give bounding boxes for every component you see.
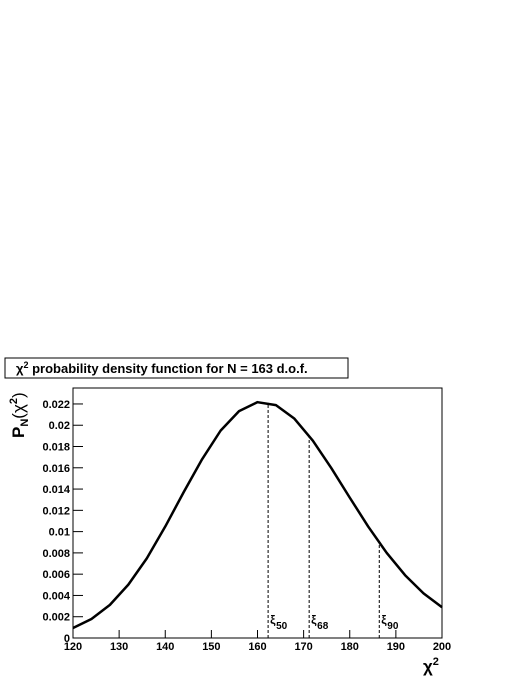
label-part: χ — [423, 657, 433, 676]
label-part: (χ — [9, 404, 28, 419]
y-tick-label: 0.008 — [42, 548, 70, 560]
x-tick-label: 140 — [156, 641, 174, 653]
y-tick-label: 0.004 — [42, 590, 70, 602]
x-tick-label: 120 — [64, 641, 82, 653]
quantile-subscript: 68 — [317, 621, 329, 632]
x-tick-label: 130 — [110, 641, 128, 653]
y-tick-label: 0.018 — [42, 442, 70, 454]
title-part: 2 — [23, 360, 28, 370]
x-tick-label: 170 — [294, 641, 312, 653]
label-part: 2 — [433, 656, 439, 668]
title-part: probability density function for N = 163… — [29, 361, 308, 376]
y-tick-label: 0.012 — [42, 505, 70, 517]
quantile-symbol: ξ — [270, 613, 276, 627]
chart-title: χ2 probability density function for N = … — [16, 360, 308, 376]
x-axis-label: χ2 — [423, 656, 439, 676]
label-part: ) — [9, 392, 28, 398]
x-tick-label: 150 — [202, 641, 220, 653]
label-part: 2 — [8, 398, 20, 404]
y-tick-label: 0.01 — [49, 527, 70, 539]
quantile-subscript: 90 — [387, 621, 399, 632]
x-tick-label: 160 — [248, 641, 266, 653]
density-curve — [72, 400, 443, 630]
title-box — [4, 357, 349, 379]
label-part: P — [9, 427, 28, 438]
x-tick-label: 200 — [433, 641, 451, 653]
quantile-symbol: ξ — [381, 613, 387, 627]
y-tick-label: 0.022 — [42, 399, 70, 411]
plot-frame — [72, 387, 443, 639]
y-tick-label: 0.002 — [42, 612, 70, 624]
title-part: χ — [16, 361, 24, 376]
label-part: N — [19, 419, 31, 427]
x-tick-label: 180 — [341, 641, 359, 653]
y-tick-label: 0.006 — [42, 569, 70, 581]
y-tick-label: 0 — [64, 633, 70, 645]
y-tick-label: 0.02 — [49, 420, 70, 432]
quantile-subscript: 50 — [276, 621, 288, 632]
x-tick-label: 190 — [387, 641, 405, 653]
y-tick-label: 0.016 — [42, 463, 70, 475]
quantile-symbol: ξ — [311, 613, 317, 627]
y-tick-label: 0.014 — [42, 484, 70, 496]
y-axis-label: PN(χ2) — [8, 392, 31, 438]
